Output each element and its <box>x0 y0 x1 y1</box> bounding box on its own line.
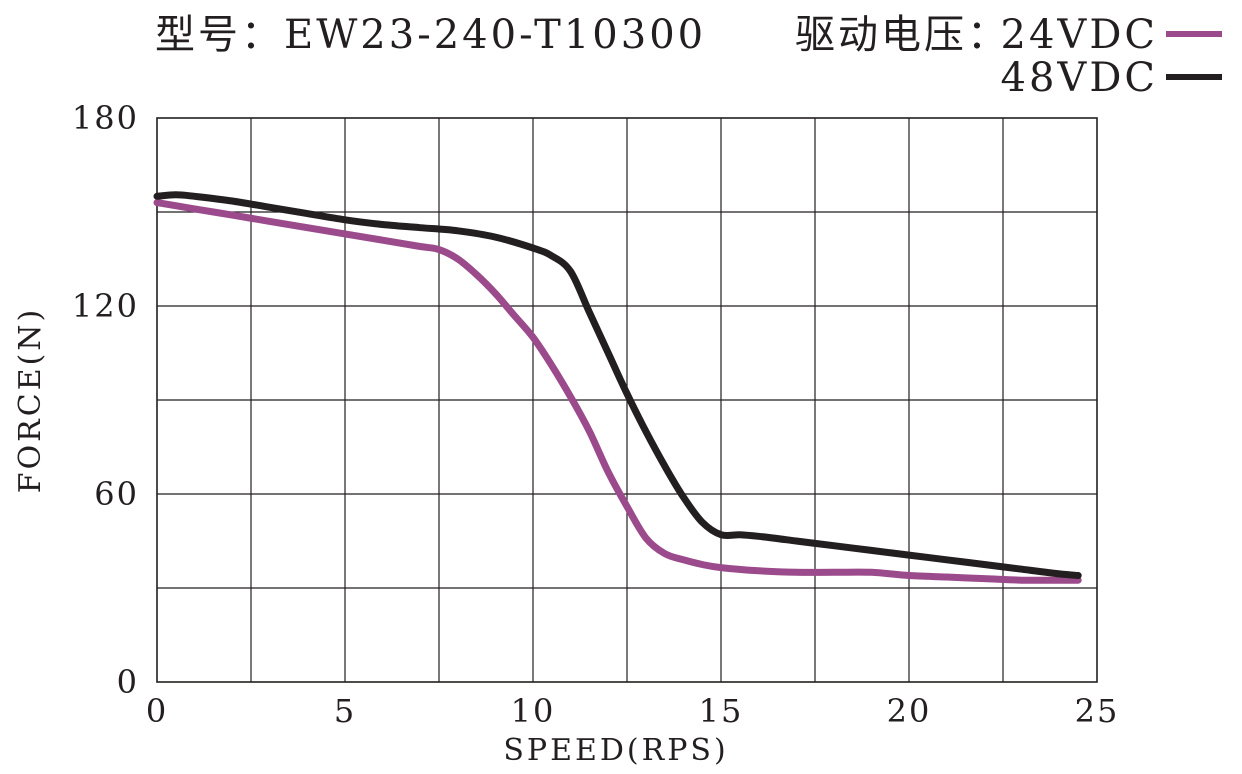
legend-label-24vdc: 24VDC <box>1001 12 1158 58</box>
y-tick-label: 120 <box>72 287 139 325</box>
y-tick-label: 60 <box>94 475 139 513</box>
plot-area-frame <box>156 117 1098 683</box>
x-tick-label: 25 <box>1075 692 1120 730</box>
series-lines <box>153 191 1082 584</box>
y-axis-ticks: 0 60 120 180 <box>72 99 139 701</box>
x-tick-label: 10 <box>511 692 556 730</box>
x-axis-title: SPEED(RPS) <box>503 733 728 768</box>
y-tick-label: 180 <box>72 99 139 137</box>
series-line-24vdc <box>153 199 1082 584</box>
x-tick-label: 0 <box>146 692 168 730</box>
x-tick-label: 15 <box>699 692 744 730</box>
chart-title: 型号：EW23-240-T10300 <box>155 12 706 58</box>
series-line-48vdc <box>153 191 1082 579</box>
x-tick-label: 5 <box>334 692 356 730</box>
y-tick-label: 0 <box>117 663 139 701</box>
x-axis-ticks: 0 5 10 15 20 25 <box>146 692 1120 730</box>
y-axis-title: FORCE(N) <box>13 307 48 494</box>
legend-title: 驱动电压： <box>795 12 1010 58</box>
legend-label-48vdc: 48VDC <box>1001 55 1158 101</box>
x-tick-label: 20 <box>887 692 932 730</box>
